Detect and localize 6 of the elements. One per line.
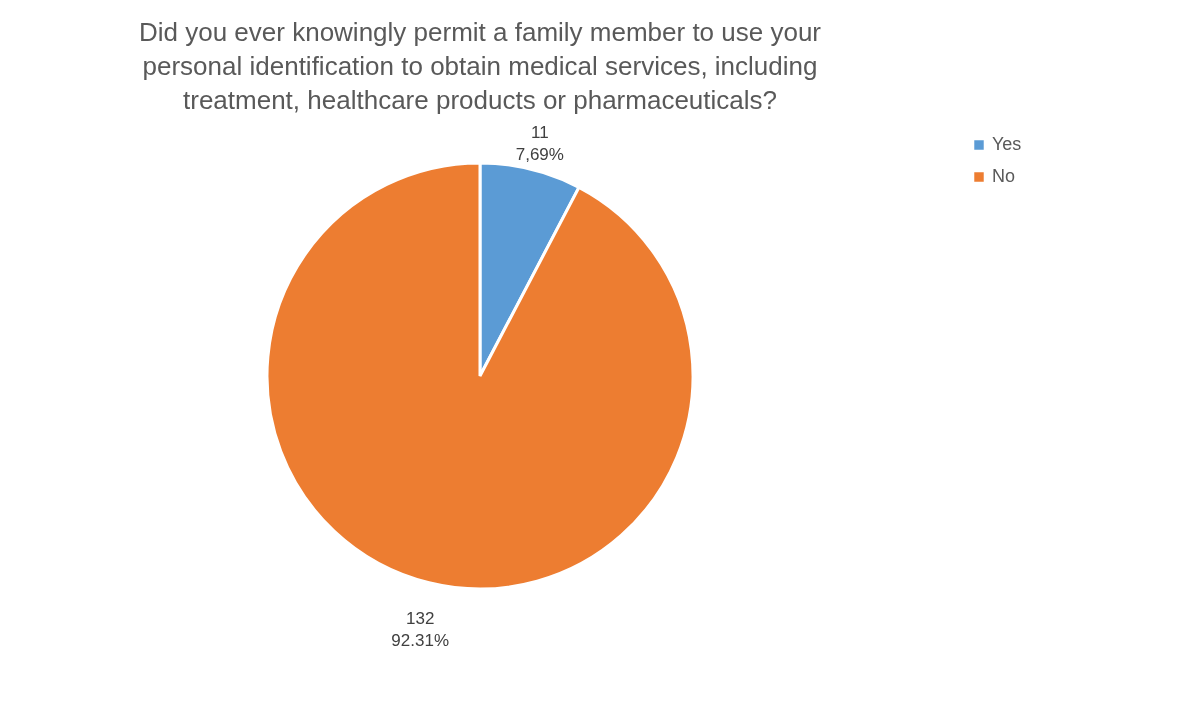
data-label: 132 92.31%: [391, 608, 450, 650]
legend-label: Yes: [992, 134, 1022, 154]
chart-title: Did you ever knowingly permit a family member to use your personal identification to obtain medical services, including treatment, healthcare products or pharmaceuticals?: [138, 17, 822, 116]
legend-label: No: [992, 166, 1016, 186]
pie-slice: [265, 161, 695, 591]
data-label: 11 7,69%: [515, 123, 564, 165]
